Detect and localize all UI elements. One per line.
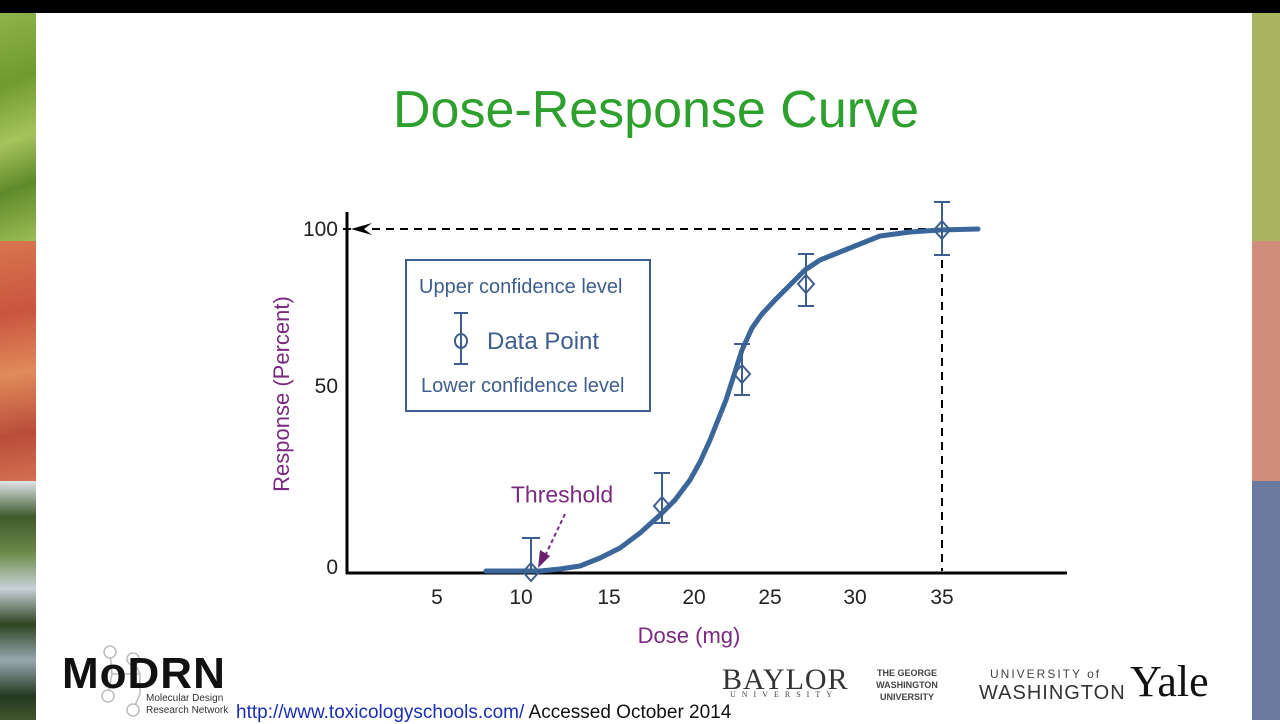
top-black-bar <box>0 0 1280 13</box>
chart-legend <box>405 259 651 412</box>
y-tick-label: 0 <box>326 556 338 579</box>
data-point <box>932 201 952 256</box>
autumn-leaves-image-strip <box>0 241 36 481</box>
x-tick-label: 5 <box>431 586 443 609</box>
gwu-line3: UNIVERSITY <box>879 692 934 702</box>
y-tick-label: 100 <box>302 218 338 241</box>
modrn-subtitle-line2: Research Network <box>146 705 229 716</box>
molecule-icon <box>101 645 141 717</box>
slide-title: Dose-Response Curve <box>392 81 920 139</box>
legend-upper-label: Upper confidence level <box>419 276 623 298</box>
right-color-strip <box>1252 13 1280 720</box>
y-axis-label: Response (Percent) <box>269 296 294 492</box>
right-strip-salmon <box>1252 241 1280 481</box>
gwu-line2: WASHINGTON <box>876 680 938 690</box>
accessed-date: Accessed October 2014 <box>524 702 732 723</box>
fern-image-strip <box>0 13 36 241</box>
y-tick-label: 50 <box>314 375 338 398</box>
data-point <box>521 537 541 583</box>
dose-response-curve <box>483 226 981 574</box>
right-strip-green <box>1252 13 1280 241</box>
x-axis-label: Dose (mg) <box>637 623 741 648</box>
threshold-arrow <box>544 513 566 557</box>
legend-lower-label: Lower confidence level <box>421 375 625 397</box>
x-tick-label: 25 <box>758 586 782 609</box>
modrn-logo: MoDRN <box>62 649 226 698</box>
arrow-left-icon <box>351 223 372 235</box>
x-tick-label: 35 <box>930 586 954 609</box>
baylor-logo-sub: UNIVERSITY <box>730 690 838 699</box>
x-tick-label: 10 <box>509 586 533 609</box>
modrn-subtitle-line1: Molecular Design <box>146 693 224 704</box>
threshold-annotation: Threshold <box>510 481 614 508</box>
modrn-subtitle: Molecular Design Research Network <box>146 693 228 717</box>
data-point <box>732 343 752 396</box>
left-decorative-strip <box>0 13 36 720</box>
arrowhead-icon <box>538 550 550 568</box>
x-tick-label: 15 <box>597 586 621 609</box>
legend-point-label: Data Point <box>487 328 600 355</box>
yale-logo: Yale <box>1130 657 1209 706</box>
right-strip-blue <box>1252 481 1280 720</box>
uw-logo-line2: WASHINGTON <box>979 682 1126 704</box>
gwu-line1: THE GEORGE <box>876 668 937 678</box>
data-point <box>796 253 816 307</box>
x-tick-label: 20 <box>682 586 706 609</box>
data-point <box>652 472 672 524</box>
source-citation: http://www.toxicologyschools.com/ Access… <box>236 702 731 724</box>
gwu-logo: THE GEORGE WASHINGTON UNIVERSITY <box>872 667 942 703</box>
baylor-logo: BAYLOR <box>722 663 849 696</box>
uw-logo-line1: UNIVERSITY of <box>990 667 1102 681</box>
x-tick-label: 30 <box>843 586 867 609</box>
forest-image-strip <box>0 481 36 720</box>
legend-symbol-icon <box>454 312 468 365</box>
source-link[interactable]: http://www.toxicologyschools.com/ <box>236 702 525 723</box>
